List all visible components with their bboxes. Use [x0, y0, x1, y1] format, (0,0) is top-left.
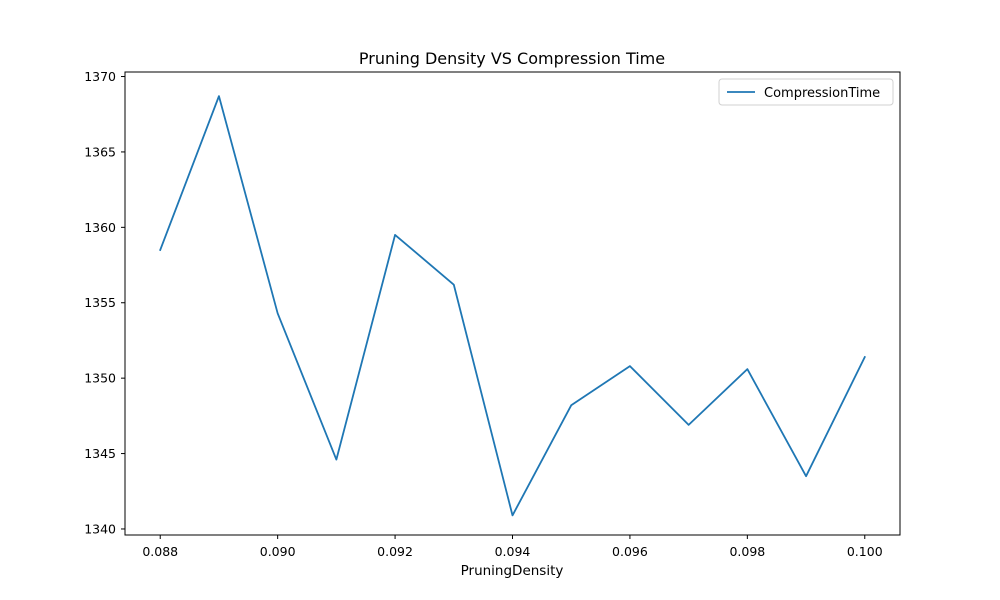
x-tick-label: 0.090 [260, 544, 296, 559]
legend-box [718, 78, 894, 106]
x-tick-label: 0.098 [729, 544, 765, 559]
legend: CompressionTime [718, 78, 894, 106]
x-axis: 0.088 0.090 0.092 0.094 0.096 0.098 0.100 [142, 535, 883, 559]
y-tick-label: 1345 [84, 446, 116, 461]
legend-label: CompressionTime [764, 86, 880, 101]
x-tick-label: 0.088 [142, 544, 178, 559]
x-tick-label: 0.092 [377, 544, 413, 559]
x-axis-label: PruningDensity [461, 563, 564, 579]
x-tick-label: 0.100 [847, 544, 883, 559]
y-tick-label: 1370 [84, 69, 116, 84]
x-tick-label: 0.094 [495, 544, 531, 559]
y-tick-label: 1360 [84, 220, 116, 235]
y-tick-label: 1350 [84, 371, 116, 386]
y-tick-label: 1355 [84, 295, 116, 310]
series-line-0 [159, 95, 866, 517]
y-axis: 1340 1345 1350 1355 1360 1365 1370 [84, 69, 125, 536]
chart-title: Pruning Density VS Compression Time [359, 49, 665, 68]
x-tick-label: 0.096 [612, 544, 648, 559]
y-tick-label: 1365 [84, 144, 116, 159]
y-tick-label: 1340 [84, 521, 116, 536]
